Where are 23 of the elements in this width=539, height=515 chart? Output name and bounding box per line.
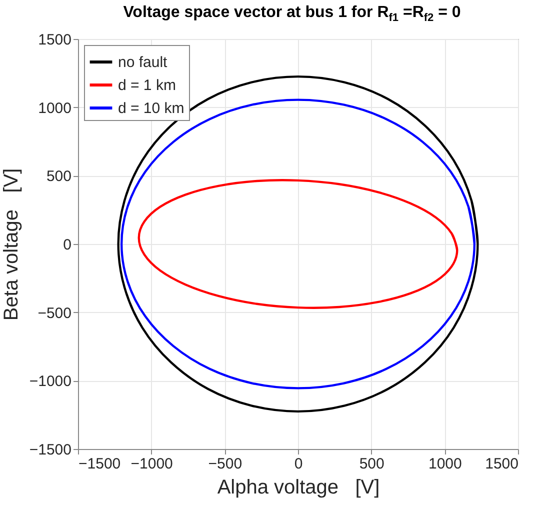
chart-title: Voltage space vector at bus 1 for R$_{f1}$ =R$_{f2}$ = 0 (122, 3, 462, 24)
legend-label: no fault (118, 54, 168, 71)
x-axis-title: Alpha voltage [V] (217, 476, 380, 498)
x-tick-label: 500 (359, 456, 384, 472)
y-tick-label: −1000 (29, 373, 72, 390)
y-tick-label: 1500 (38, 32, 72, 48)
line-series (117, 75, 479, 413)
legend-label: d = 1 km (118, 77, 176, 94)
line-series (138, 179, 458, 309)
line-series (120, 98, 476, 390)
x-tick-label: −1500 (78, 456, 121, 472)
x-tick-label: 0 (294, 456, 303, 472)
x-tick-label: −1000 (130, 456, 173, 472)
x-tick-label: 1000 (428, 456, 462, 472)
y-tick-label: 0 (63, 236, 72, 254)
y-tick-label: −500 (38, 304, 72, 322)
y-tick-label: −1500 (29, 442, 72, 458)
y-tick-label: 1000 (38, 100, 72, 117)
legend-label: d = 10 km (118, 100, 184, 117)
y-axis-title: Beta voltage [V] (0, 168, 22, 321)
x-tick-label: −500 (208, 456, 242, 472)
x-tick-label: 1500 (485, 456, 518, 472)
y-tick-label: 500 (46, 168, 72, 186)
